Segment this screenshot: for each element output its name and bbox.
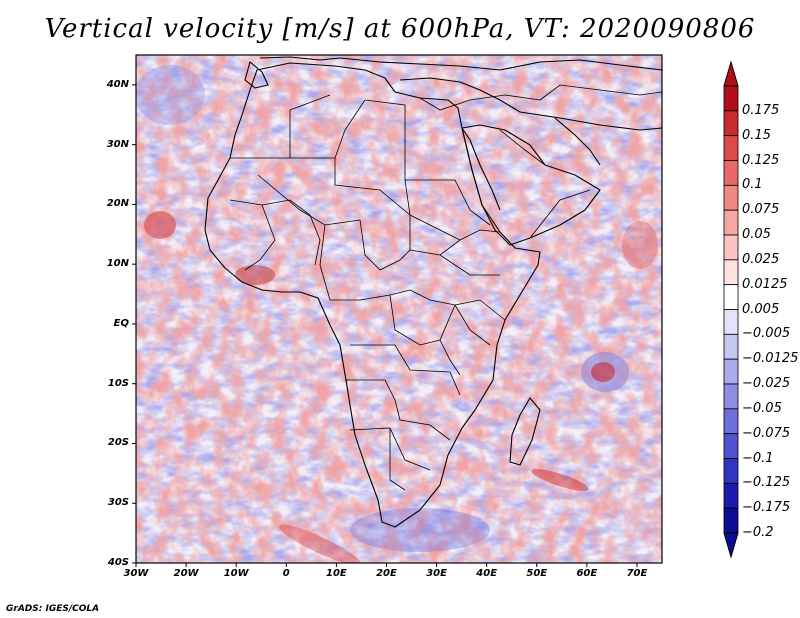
colorbar-label: −0.1 [742,450,774,466]
lon-tick-label: 20W [173,568,199,579]
colorbar [723,60,739,559]
colorbar-label: −0.175 [742,500,791,516]
lat-tick-label: 20S [107,437,129,449]
lon-tick-label: 30W [123,568,149,579]
colorbar-label: −0.05 [742,400,782,416]
lon-tick-label: 50E [526,568,548,579]
lat-tick-label: 30S [107,497,129,509]
colorbar-label: 0.075 [742,202,780,218]
colorbar-swatch [723,160,739,186]
colorbar-label: 0.15 [742,127,771,143]
footer-credit: GrADS: IGES/COLA [6,604,100,614]
colorbar-swatch [723,209,739,236]
lon-tick-label: 60E [576,568,598,579]
colorbar-swatch [723,507,739,534]
colorbar-swatch [723,135,739,161]
colorbar-swatch [723,482,739,509]
colorbar-label: 0.1 [742,177,763,193]
lat-tick-label: 10S [107,377,129,389]
colorbar-swatch [723,284,739,310]
lat-tick-label: 40S [107,557,129,568]
colorbar-swatch [723,358,739,385]
colorbar-swatch [723,433,739,459]
coastlines [204,56,662,528]
colorbar-label: 0.175 [742,102,780,118]
plot-frame [135,54,663,564]
colorbar-label: −0.005 [742,326,791,342]
colorbar-swatch [723,184,739,211]
colorbar-label: 0.0125 [742,276,788,292]
colorbar-label: −0.125 [742,475,791,491]
colorbar-max-arrow [723,60,739,87]
colorbar-label: 0.005 [742,301,780,317]
axis-ticks [132,84,638,567]
lon-tick-label: 70E [626,568,648,579]
country-borders [229,84,662,491]
colorbar-swatch [723,259,739,286]
colorbar-swatch [723,408,739,435]
lat-tick-label: 30N [106,138,129,150]
colorbar-swatch [723,383,739,410]
colorbar-swatch [723,110,739,137]
lat-tick-label: 10N [106,258,129,270]
colorbar-swatch [723,309,739,335]
colorbar-label: −0.025 [742,376,791,391]
lat-tick-label: EQ [113,317,129,329]
lat-tick-label: 20N [106,198,129,210]
chart-title: Vertical velocity [m/s] at 600hPa, VT: 2… [44,14,756,44]
colorbar-label: 0.025 [742,251,780,267]
colorbar-label: −0.0125 [742,351,799,367]
colorbar-label: −0.2 [742,525,774,540]
lon-tick-label: 10W [223,568,249,579]
colorbar-label: 0.125 [742,152,780,168]
colorbar-swatch [723,333,739,360]
lat-tick-label: 40N [106,78,129,90]
lon-tick-label: 30E [426,568,447,579]
lon-tick-label: 0 [282,568,290,579]
lon-tick-label: 20E [376,568,397,579]
lon-tick-label: 10E [326,568,347,579]
colorbar-swatch [723,458,739,484]
colorbar-swatch [723,85,739,112]
velocity-field [136,55,662,563]
lon-tick-label: 40E [476,568,498,579]
colorbar-swatch [723,234,739,261]
colorbar-label: 0.05 [742,227,771,242]
colorbar-min-arrow [723,532,739,559]
colorbar-label: −0.075 [742,425,791,441]
